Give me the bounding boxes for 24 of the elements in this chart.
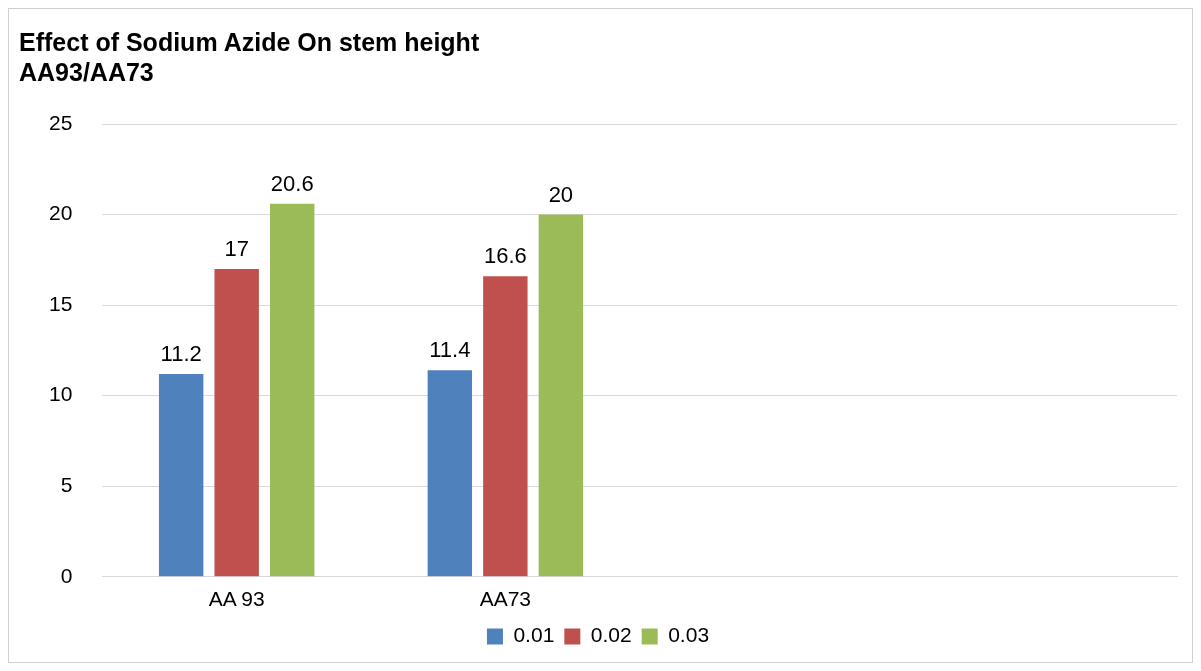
data-label: 16.6 [483,243,527,269]
x-tick-label: AA73 [479,587,532,611]
data-label: 11.2 [160,341,202,367]
bar [270,203,315,577]
legend-label: 0.02 [590,623,632,647]
bar [427,370,473,577]
chart-title: Effect of Sodium Azide On stem height AA93/AA73 [19,27,480,86]
data-label: 20 [548,181,574,207]
legend-label: 0.03 [668,623,710,647]
bar [158,373,204,577]
y-tick-label: 20 [49,201,73,225]
data-label: 20.6 [270,170,314,196]
bar [214,268,259,577]
bar [483,276,528,577]
y-tick-label: 0 [60,563,73,587]
bar [538,214,584,577]
legend-label: 0.01 [513,623,555,647]
y-tick-label: 5 [60,473,73,497]
data-label: 17 [224,235,249,261]
y-tick-label: 25 [49,110,73,134]
data-label: 11.4 [429,337,471,363]
x-tick-label: AA 93 [208,587,265,611]
y-tick-label: 10 [49,382,73,406]
y-tick-label: 15 [49,291,73,315]
